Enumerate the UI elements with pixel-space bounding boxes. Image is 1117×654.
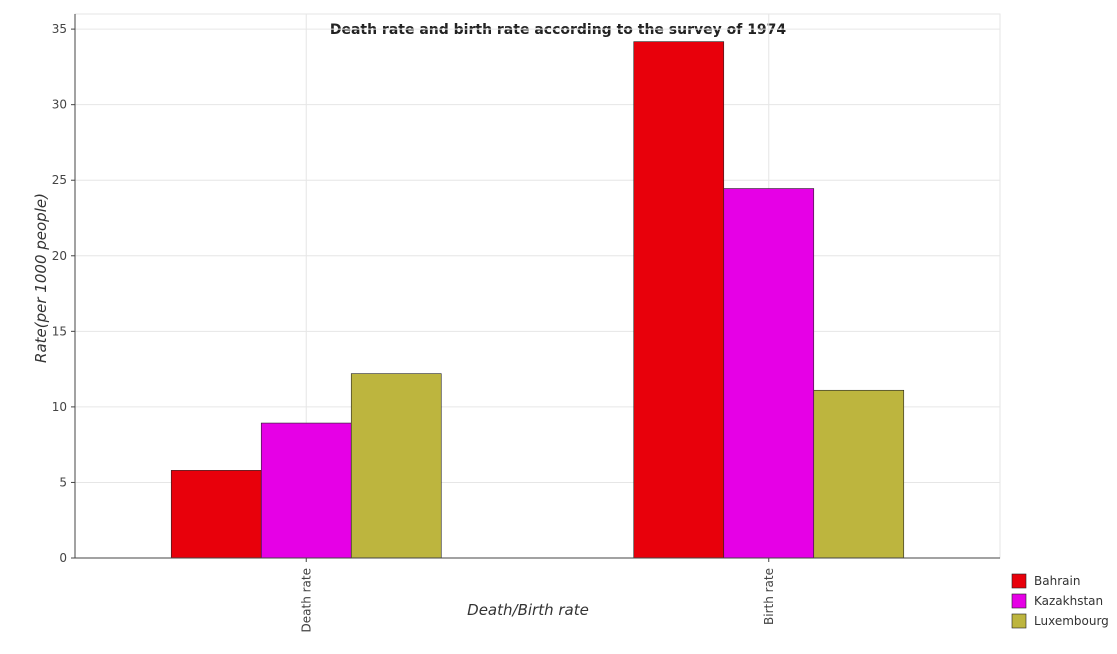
x-tick-label: Birth rate (762, 568, 776, 625)
legend-swatch-luxembourg (1011, 613, 1027, 629)
axes: 0 5 10 15 20 25 30 35 Death rate Birth rate (52, 14, 1000, 632)
legend-swatch-kazakhstan (1011, 593, 1027, 609)
bar-kazakhstan-1 (723, 188, 815, 559)
y-axis-label: Rate(per 1000 people) (32, 193, 50, 363)
legend-swatch-bahrain (1011, 573, 1027, 589)
x-axis-label: Death/Birth rate (467, 601, 589, 619)
bar-luxembourg-1 (813, 389, 905, 559)
y-tick-label: 15 (52, 324, 67, 338)
y-tick-label: 20 (52, 249, 67, 263)
chart-title: Death rate and birth rate according to t… (330, 22, 787, 38)
y-tick-label: 25 (52, 173, 67, 187)
bar-bahrain-0 (170, 470, 262, 559)
y-tick-label: 5 (59, 475, 67, 489)
y-tick-label: 0 (59, 551, 67, 565)
legend-label-kazakhstan: Kazakhstan (1034, 594, 1103, 608)
bar-kazakhstan-0 (260, 422, 352, 559)
legend-label-luxembourg: Luxembourg (1034, 614, 1109, 628)
legend-label-bahrain: Bahrain (1034, 574, 1080, 588)
x-tick-label: Death rate (299, 568, 313, 632)
y-tick-label: 30 (52, 98, 67, 112)
bar-bahrain-1 (633, 41, 725, 559)
y-tick-label: 10 (52, 400, 67, 414)
bars (170, 41, 905, 559)
bar-luxembourg-0 (350, 373, 442, 559)
y-tick-label: 35 (52, 22, 67, 36)
legend: Bahrain Kazakhstan Luxembourg (1011, 573, 1109, 629)
